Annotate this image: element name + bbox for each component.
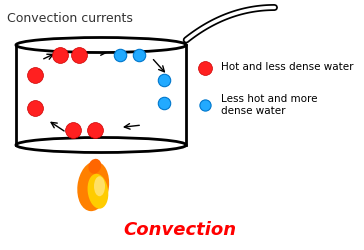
Ellipse shape (16, 138, 186, 152)
Point (32, 73, 38, 77)
Ellipse shape (88, 174, 108, 209)
Point (32, 106, 38, 110)
Text: Less hot and more
dense water: Less hot and more dense water (221, 94, 317, 116)
Point (117, 53, 123, 57)
Ellipse shape (88, 159, 101, 174)
Point (161, 100, 167, 104)
Point (76, 53, 82, 57)
Text: Hot and less dense water: Hot and less dense water (221, 62, 353, 72)
Point (202, 103, 208, 107)
Point (92, 128, 98, 132)
Point (136, 53, 142, 57)
Point (161, 78, 167, 82)
Text: Convection: Convection (123, 221, 237, 239)
Ellipse shape (16, 38, 186, 52)
Point (202, 66, 208, 70)
Ellipse shape (94, 176, 105, 196)
Point (70, 128, 76, 132)
Ellipse shape (77, 161, 109, 211)
FancyBboxPatch shape (16, 45, 186, 145)
Point (57, 53, 63, 57)
Text: Convection currents: Convection currents (7, 12, 132, 25)
